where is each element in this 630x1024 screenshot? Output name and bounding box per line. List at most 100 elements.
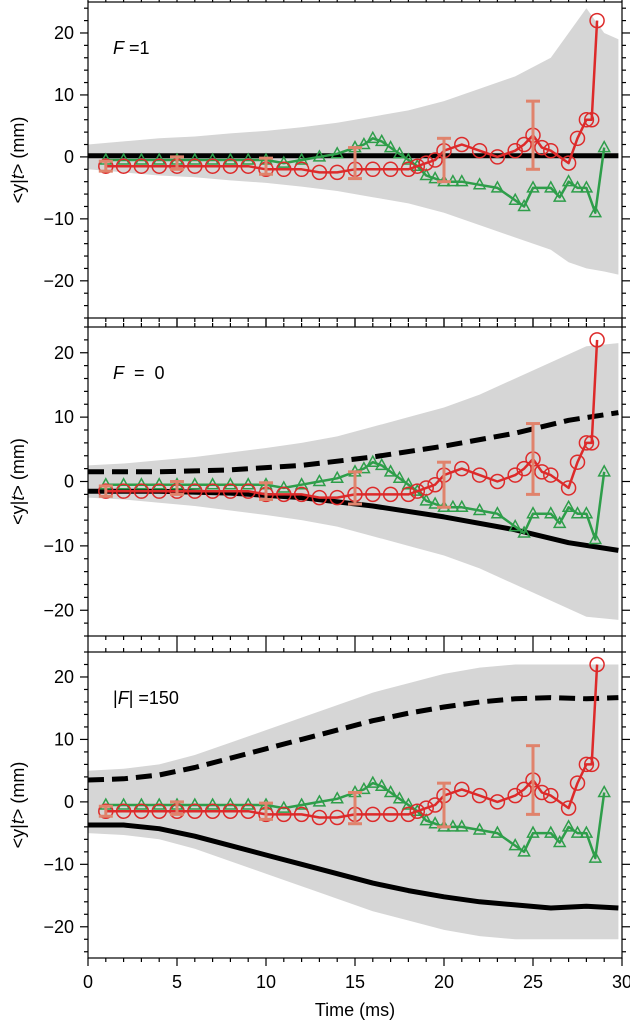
red-series-point (151, 483, 167, 499)
y-axis-label-pre: <y| (8, 179, 28, 203)
green-series-point (383, 784, 398, 798)
red-series-point (329, 164, 345, 181)
red-series-point (543, 142, 559, 159)
green-series-point (357, 781, 371, 795)
y-tick-label: −10 (43, 854, 74, 874)
green-series-line (105, 781, 606, 860)
error-bar (259, 156, 273, 176)
upper-bound-line (88, 410, 619, 475)
green-series-point (490, 506, 505, 519)
red-series-point (427, 797, 443, 813)
green-series-point (312, 794, 327, 807)
panel-label-var: F (118, 688, 130, 708)
red-series-point (151, 158, 167, 174)
red-series-point (454, 136, 470, 153)
green-series-point (428, 496, 442, 509)
red-series-point (409, 803, 426, 819)
green-series-point (188, 477, 202, 490)
panel-f-0: −20 −10 0 10 20 <y|t> (mm) F = 0 (8, 319, 630, 644)
plot-area (88, 656, 619, 940)
red-series-point (98, 483, 114, 499)
green-series-point (597, 784, 611, 798)
red-series-point (569, 130, 586, 147)
red-series-point (489, 794, 506, 810)
green-series-point (401, 797, 416, 810)
green-series-point (490, 180, 505, 193)
x-tick-label: 20 (434, 972, 454, 992)
red-series-point (489, 149, 506, 165)
green-series-point (428, 816, 442, 829)
red-series-point (187, 158, 203, 174)
red-series-point (204, 158, 221, 174)
panel-label-value: =1 (124, 38, 150, 58)
panel-label: F =1 (113, 38, 150, 58)
green-series-point (597, 140, 611, 153)
red-series-point (311, 489, 328, 506)
green-series-point (570, 506, 585, 519)
red-series-point (98, 158, 114, 174)
green-series-point (508, 192, 522, 206)
error-bar (526, 744, 540, 816)
red-series-point (471, 787, 488, 804)
green-series-point (357, 136, 371, 150)
red-series-point (115, 158, 132, 174)
red-series-point (569, 775, 586, 791)
green-series-line (105, 460, 606, 541)
error-bar (348, 146, 362, 181)
green-series-point (419, 167, 433, 181)
y-tick-label: 10 (54, 729, 74, 749)
upper-bound-line (88, 695, 619, 783)
error-bar (170, 480, 184, 496)
red-series-point (115, 803, 132, 819)
y-tick-label: −10 (43, 536, 74, 556)
green-series-point (579, 180, 594, 193)
error-bar (98, 484, 113, 498)
red-series-point (329, 809, 345, 826)
green-series-point (419, 493, 433, 506)
y-tick-label: 20 (54, 23, 74, 43)
green-series-point (570, 825, 585, 838)
green-series-point (294, 152, 309, 165)
x-tick-label: 30 (612, 972, 630, 992)
red-series-point (240, 483, 256, 499)
green-series-point (526, 825, 540, 838)
green-series-point (561, 174, 576, 187)
y-tick-label: −20 (43, 271, 74, 291)
red-series-point (560, 800, 577, 816)
panel-f-1: −20 −10 0 10 20 <y|t> (mm) F =1 (8, 0, 630, 326)
red-series-point (276, 161, 292, 178)
green-series-point (544, 506, 558, 519)
error-bar (348, 470, 362, 506)
green-series-point (330, 146, 344, 159)
red-series-point (311, 164, 328, 181)
red-series-point (276, 486, 292, 503)
green-series-point (357, 461, 371, 474)
green-series-point (455, 174, 469, 187)
y-tick-label: 0 (64, 472, 74, 492)
red-series-point (293, 486, 310, 503)
green-series-point (383, 140, 398, 153)
red-series-point (187, 803, 203, 819)
red-series-point (293, 161, 310, 178)
y-axis-label-pre: <y| (8, 501, 28, 525)
confidence-band (88, 343, 619, 620)
green-series-point (294, 477, 309, 490)
red-series-point (382, 486, 399, 503)
green-series-point (312, 149, 327, 162)
red-series-point (418, 800, 434, 816)
red-series-point (293, 806, 310, 823)
green-series-point (597, 464, 611, 477)
y-axis-label-post: > (mm) (8, 117, 28, 175)
panel-label-value: = 0 (124, 363, 165, 383)
plot-area (88, 8, 619, 275)
red-series-point (534, 784, 550, 801)
red-series-point (240, 803, 256, 819)
green-series-point (517, 525, 531, 538)
red-series-point (418, 480, 434, 496)
y-tick-label: −20 (43, 600, 74, 620)
green-series-line (105, 137, 606, 214)
red-series-point (204, 803, 221, 819)
y-tick-label: 0 (64, 792, 74, 812)
green-series-point (588, 531, 603, 545)
green-series-point (552, 515, 567, 529)
